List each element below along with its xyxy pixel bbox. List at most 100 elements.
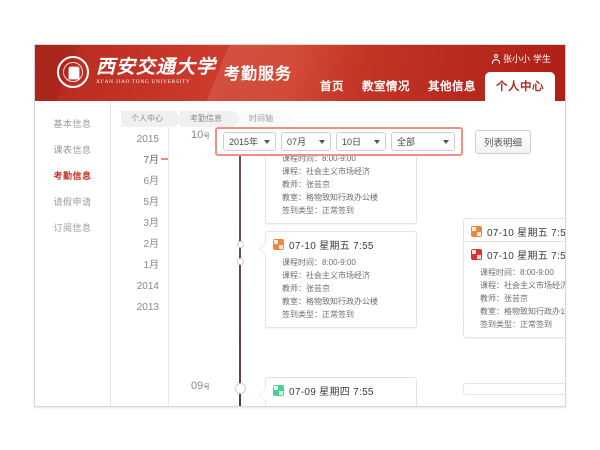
detail-classroom: 教室：格物致知行政办公楼 <box>282 297 378 306</box>
attendance-status-icon <box>471 249 482 260</box>
day-tick-number: 09 <box>191 380 204 392</box>
month-rail-item-feb[interactable]: 2月 <box>143 239 159 250</box>
day-tick-number: 10 <box>191 129 204 141</box>
breadcrumb-item-personal-center[interactable]: 个人中心 <box>121 111 183 127</box>
nav-item-other-info[interactable]: 其他信息 <box>428 81 476 93</box>
month-rail-item-jan[interactable]: 1月 <box>143 260 159 271</box>
attendance-status-icon <box>471 226 482 237</box>
sidebar-item-schedule-info[interactable]: 课表信息 <box>53 145 92 155</box>
detail-classroom: 教室：格物致知行政办公楼 <box>282 193 378 202</box>
detail-course: 课程：社会主义市场经济 <box>480 281 565 290</box>
attendance-card-details: 课程时间：8:00-9:00 课程：社会主义市场经济 教师：张芸京 教室：格物致… <box>464 265 565 337</box>
chevron-down-icon <box>374 139 381 144</box>
attendance-card-header: 07-09 星期四 7:55 <box>266 378 416 401</box>
month-rail-item-2013[interactable]: 2013 <box>136 302 159 313</box>
month-rail-item-jun[interactable]: 6月 <box>143 176 159 187</box>
university-seal-icon <box>57 56 89 88</box>
user-icon <box>491 54 500 64</box>
detail-classroom: 教室：格物致知行政办公楼 <box>480 307 565 316</box>
day-select-value: 10日 <box>342 137 362 147</box>
timeline-dot[interactable] <box>234 383 246 394</box>
attendance-card-header: 07-10 星期五 7:55 <box>464 219 565 242</box>
university-name-en: XI'AN JIAO TONG UNIVERSITY <box>96 79 191 86</box>
month-rail-item-jul[interactable]: 7月 <box>111 150 168 171</box>
month-rail: 2015 7月 6月 5月 3月 2月 1月 2014 2013 <box>111 127 169 406</box>
attendance-card-header: 07-10 星期五 7:55 <box>266 232 416 255</box>
attendance-card-details: 课程时间：8:00-9:00 课程：社会主义市场经济 教师：张芸京 教室：格物致… <box>266 151 416 223</box>
detail-course: 课程：社会主义市场经济 <box>282 271 370 280</box>
day-tick-unit: 号 <box>203 133 211 140</box>
filter-bar: 2015年 07月 10日 全部 <box>215 127 532 156</box>
timeline-dot[interactable] <box>236 258 244 265</box>
attendance-status-icon <box>273 385 284 396</box>
month-select[interactable]: 07月 <box>281 132 332 151</box>
user-info[interactable]: 张小小 学生 <box>491 52 551 65</box>
attendance-card-title: 07-10 星期五 7:55 <box>487 228 565 239</box>
detail-teacher: 教师：张芸京 <box>282 284 330 293</box>
user-role: 学生 <box>532 54 551 64</box>
sidebar-item-basic-info[interactable]: 基本信息 <box>53 119 92 129</box>
attendance-card-details: 课程时间：8:00-9:00 课程：社会主义市场经济 教师：张芸京 教室：格物致… <box>266 255 416 327</box>
user-name: 张小小 <box>502 54 530 64</box>
detail-teacher: 教师：张芸京 <box>282 180 330 189</box>
month-rail-item-2015[interactable]: 2015 <box>136 134 159 145</box>
year-select-value: 2015年 <box>229 137 259 147</box>
month-select-value: 07月 <box>287 137 307 147</box>
detail-course-time: 课程时间：8:00-9:00 <box>282 154 356 163</box>
attendance-card[interactable]: 07-10 星期五 7:55 课程时间：8:00-9:00 课程：社会主义市场经… <box>265 231 417 328</box>
nav-item-classroom[interactable]: 教室情况 <box>362 81 410 93</box>
month-rail-item-2014[interactable]: 2014 <box>136 281 159 292</box>
detail-signin-type: 签到类型：正常签到 <box>282 310 354 319</box>
attendance-card-header: 07-10 星期五 7:55 <box>464 242 565 265</box>
detail-course-time: 课程时间：8:00-9:00 <box>480 268 554 277</box>
brand-logo[interactable]: 西安交通大学 XI'AN JIAO TONG UNIVERSITY 考勤服务 <box>57 56 292 88</box>
chevron-down-icon <box>264 139 271 144</box>
breadcrumb: 个人中心 考勤信息 时间轴 <box>111 101 565 129</box>
nav-item-personal-center[interactable]: 个人中心 <box>485 72 555 101</box>
chevron-down-icon <box>319 139 326 144</box>
detail-signin-type: 签到类型：正常签到 <box>480 320 552 329</box>
scope-select[interactable]: 全部 <box>391 132 456 151</box>
app-body: 基本信息 课表信息 考勤信息 请假申请 订阅信息 个人中心 考勤信息 时间轴 <box>35 101 565 406</box>
breadcrumb-item-timeline[interactable]: 时间轴 <box>239 111 293 127</box>
detail-course-time: 课程时间：8:00-9:00 <box>282 258 356 267</box>
attendance-card-title: 07-09 星期四 7:55 <box>289 387 374 398</box>
timeline-dot[interactable] <box>236 241 244 248</box>
filter-highlight-group: 2015年 07月 10日 全部 <box>215 127 464 156</box>
chevron-down-icon <box>443 139 450 144</box>
timeline-day-tick-09: 09号 <box>191 380 210 392</box>
system-name: 考勤服务 <box>224 66 293 83</box>
detail-signin-type: 签到类型：正常签到 <box>282 206 354 215</box>
attendance-card-partial[interactable] <box>463 383 565 395</box>
brand-text: 西安交通大学 XI'AN JIAO TONG UNIVERSITY <box>96 58 216 86</box>
detail-course: 课程：社会主义市场经济 <box>282 167 370 176</box>
attendance-card-title: 07-10 星期五 7:55 <box>487 251 565 262</box>
timeline-axis <box>239 127 241 406</box>
timeline-day-tick-10: 10号 <box>191 129 210 141</box>
app-window: 西安交通大学 XI'AN JIAO TONG UNIVERSITY 考勤服务 张… <box>34 44 566 407</box>
list-detail-button[interactable]: 列表明细 <box>475 129 532 154</box>
content-area: 个人中心 考勤信息 时间轴 2015年 07月 <box>111 101 565 406</box>
month-rail-item-may[interactable]: 5月 <box>143 197 159 208</box>
month-rail-item-mar[interactable]: 3月 <box>143 218 159 229</box>
sidebar-item-attendance-info[interactable]: 考勤信息 <box>53 171 92 181</box>
breadcrumb-item-attendance-info[interactable]: 考勤信息 <box>180 111 242 127</box>
sidebar: 基本信息 课表信息 考勤信息 请假申请 订阅信息 <box>35 101 111 406</box>
attendance-card[interactable]: 07-10 星期五 7:55 课程时间：8:00-9:00 课程：社会主义市场经… <box>463 241 565 338</box>
sidebar-item-subscription-info[interactable]: 订阅信息 <box>53 223 92 233</box>
timeline: 10号 09号 07-10 星期五 7:55 <box>169 127 565 406</box>
day-tick-unit: 号 <box>203 384 211 391</box>
attendance-card[interactable]: 07-09 星期四 7:55 <box>265 377 417 406</box>
day-select[interactable]: 10日 <box>336 132 387 151</box>
year-select[interactable]: 2015年 <box>223 132 277 151</box>
nav-item-home[interactable]: 首页 <box>320 81 344 93</box>
university-name-cn: 西安交通大学 <box>96 57 217 79</box>
attendance-card-details <box>266 401 416 406</box>
app-header: 西安交通大学 XI'AN JIAO TONG UNIVERSITY 考勤服务 张… <box>35 45 565 101</box>
sidebar-item-leave-request[interactable]: 请假申请 <box>53 197 92 207</box>
attendance-status-icon <box>273 239 284 250</box>
attendance-card-title: 07-10 星期五 7:55 <box>289 241 374 252</box>
main-nav: 首页 教室情况 其他信息 个人中心 <box>311 72 555 101</box>
scope-select-value: 全部 <box>397 137 416 147</box>
